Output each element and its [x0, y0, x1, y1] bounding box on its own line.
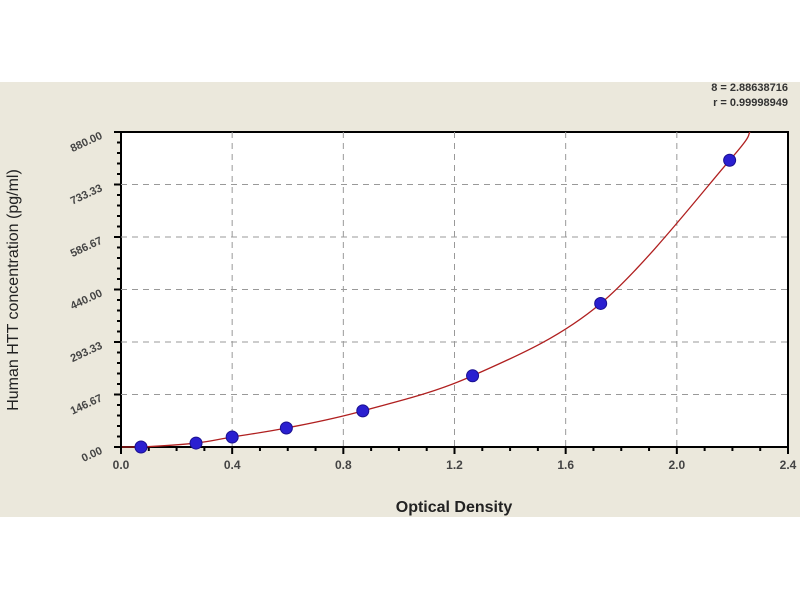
- x-tick-labels: 0.0 0.4 0.8 1.2 1.6 2.0 2.4: [113, 458, 797, 472]
- y-tick-label: 880.00: [69, 130, 105, 155]
- data-point: [225, 430, 239, 444]
- fit-parameter-label: 8 = 2.88638716: [711, 82, 788, 94]
- x-tick-label: 2.4: [780, 458, 797, 472]
- x-tick-label: 0.0: [113, 458, 130, 472]
- correlation-label: r = 0.99998949: [713, 97, 788, 109]
- x-tick-label: 0.4: [224, 458, 241, 472]
- y-tick-label: 0.00: [80, 445, 104, 465]
- data-point: [466, 369, 480, 383]
- y-tick-label: 440.00: [69, 287, 105, 312]
- y-tick-label: 586.67: [69, 235, 105, 260]
- data-point: [356, 404, 370, 418]
- y-tick-label: 293.33: [69, 340, 105, 365]
- x-axis-label: Optical Density: [396, 499, 513, 516]
- axis-ticks: [114, 131, 789, 454]
- x-tick-label: 1.2: [446, 458, 463, 472]
- y-tick-label: 733.33: [69, 182, 105, 207]
- x-tick-label: 0.8: [335, 458, 352, 472]
- data-point: [134, 440, 148, 454]
- y-axis-label: Human HTT concentration (pg/ml): [5, 169, 22, 411]
- data-point: [189, 436, 203, 450]
- x-tick-label: 1.6: [557, 458, 574, 472]
- y-tick-labels: 0.00 146.67 293.33 440.00 586.67 733.33 880.00: [69, 130, 105, 465]
- x-tick-label: 2.0: [668, 458, 685, 472]
- y-tick-label: 146.67: [69, 392, 105, 417]
- data-point: [279, 421, 293, 435]
- grid: [121, 132, 788, 447]
- data-point: [723, 153, 737, 167]
- data-points: [134, 153, 737, 454]
- data-point: [594, 296, 608, 310]
